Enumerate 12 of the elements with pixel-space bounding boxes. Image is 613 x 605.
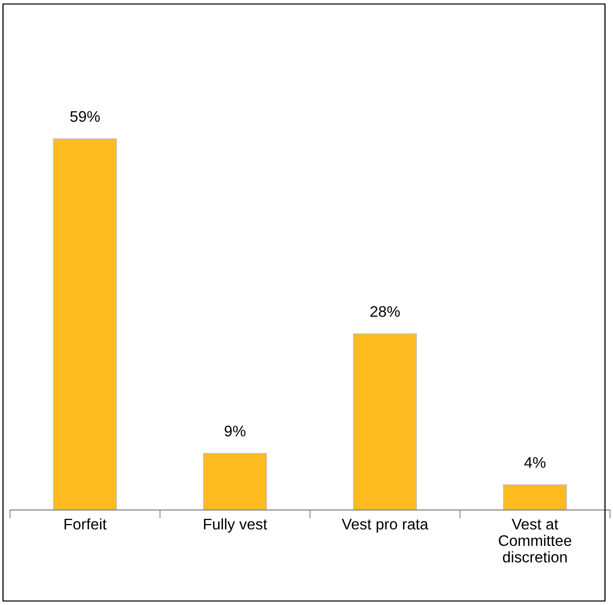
x-tick-label: Fully vest <box>204 518 268 533</box>
x-tick-label: Vest at Committee discretion <box>498 518 572 562</box>
data-label: 59% <box>70 111 100 122</box>
data-label: 4% <box>524 457 546 468</box>
x-tick-label: Forfeit <box>64 518 107 530</box>
bar <box>203 452 267 510</box>
bar <box>353 333 417 510</box>
bar <box>53 138 117 510</box>
x-tick-label: Vest pro rata <box>342 518 428 533</box>
data-label: 28% <box>370 306 400 317</box>
data-label: 9% <box>224 426 246 436</box>
bar <box>503 484 567 510</box>
